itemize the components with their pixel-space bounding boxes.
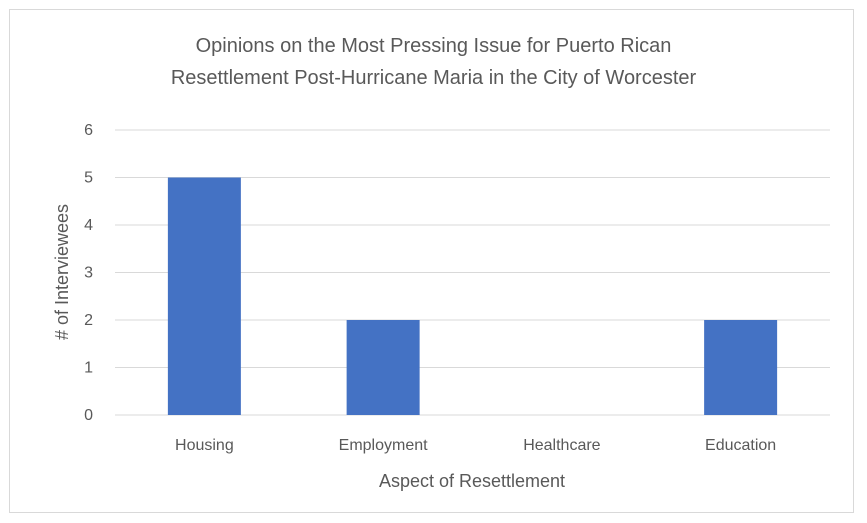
y-tick-label: 0 bbox=[84, 407, 93, 424]
y-tick-label: 2 bbox=[84, 312, 93, 329]
x-tick-label-healthcare: Healthcare bbox=[523, 437, 600, 454]
y-tick-label: 5 bbox=[84, 170, 93, 187]
x-tick-label-employment: Employment bbox=[339, 437, 428, 454]
x-tick-label-education: Education bbox=[705, 437, 776, 454]
chart-title-line-2: Resettlement Post-Hurricane Maria in the… bbox=[170, 67, 697, 89]
y-tick-label: 4 bbox=[84, 217, 93, 234]
bar-education bbox=[704, 320, 778, 415]
x-axis-title: Aspect of Resettlement bbox=[379, 471, 565, 491]
chart-title: Opinions on the Most Pressing Issue for … bbox=[0, 30, 867, 94]
y-tick-label: 3 bbox=[84, 265, 93, 282]
bar-employment bbox=[346, 320, 420, 415]
bars bbox=[167, 177, 778, 415]
bar-housing bbox=[167, 177, 241, 415]
x-tick-label-housing: Housing bbox=[175, 437, 234, 454]
y-tick-label: 6 bbox=[84, 122, 93, 139]
chart-title-line-1: Opinions on the Most Pressing Issue for … bbox=[195, 35, 672, 57]
y-tick-label: 1 bbox=[84, 360, 93, 377]
y-tick-labels: 0 1 2 3 4 5 6 bbox=[84, 122, 93, 424]
x-tick-labels: Housing Employment Healthcare Education bbox=[175, 437, 776, 454]
y-axis-title: # of Interviewees bbox=[52, 204, 72, 340]
chart-frame bbox=[9, 9, 854, 513]
